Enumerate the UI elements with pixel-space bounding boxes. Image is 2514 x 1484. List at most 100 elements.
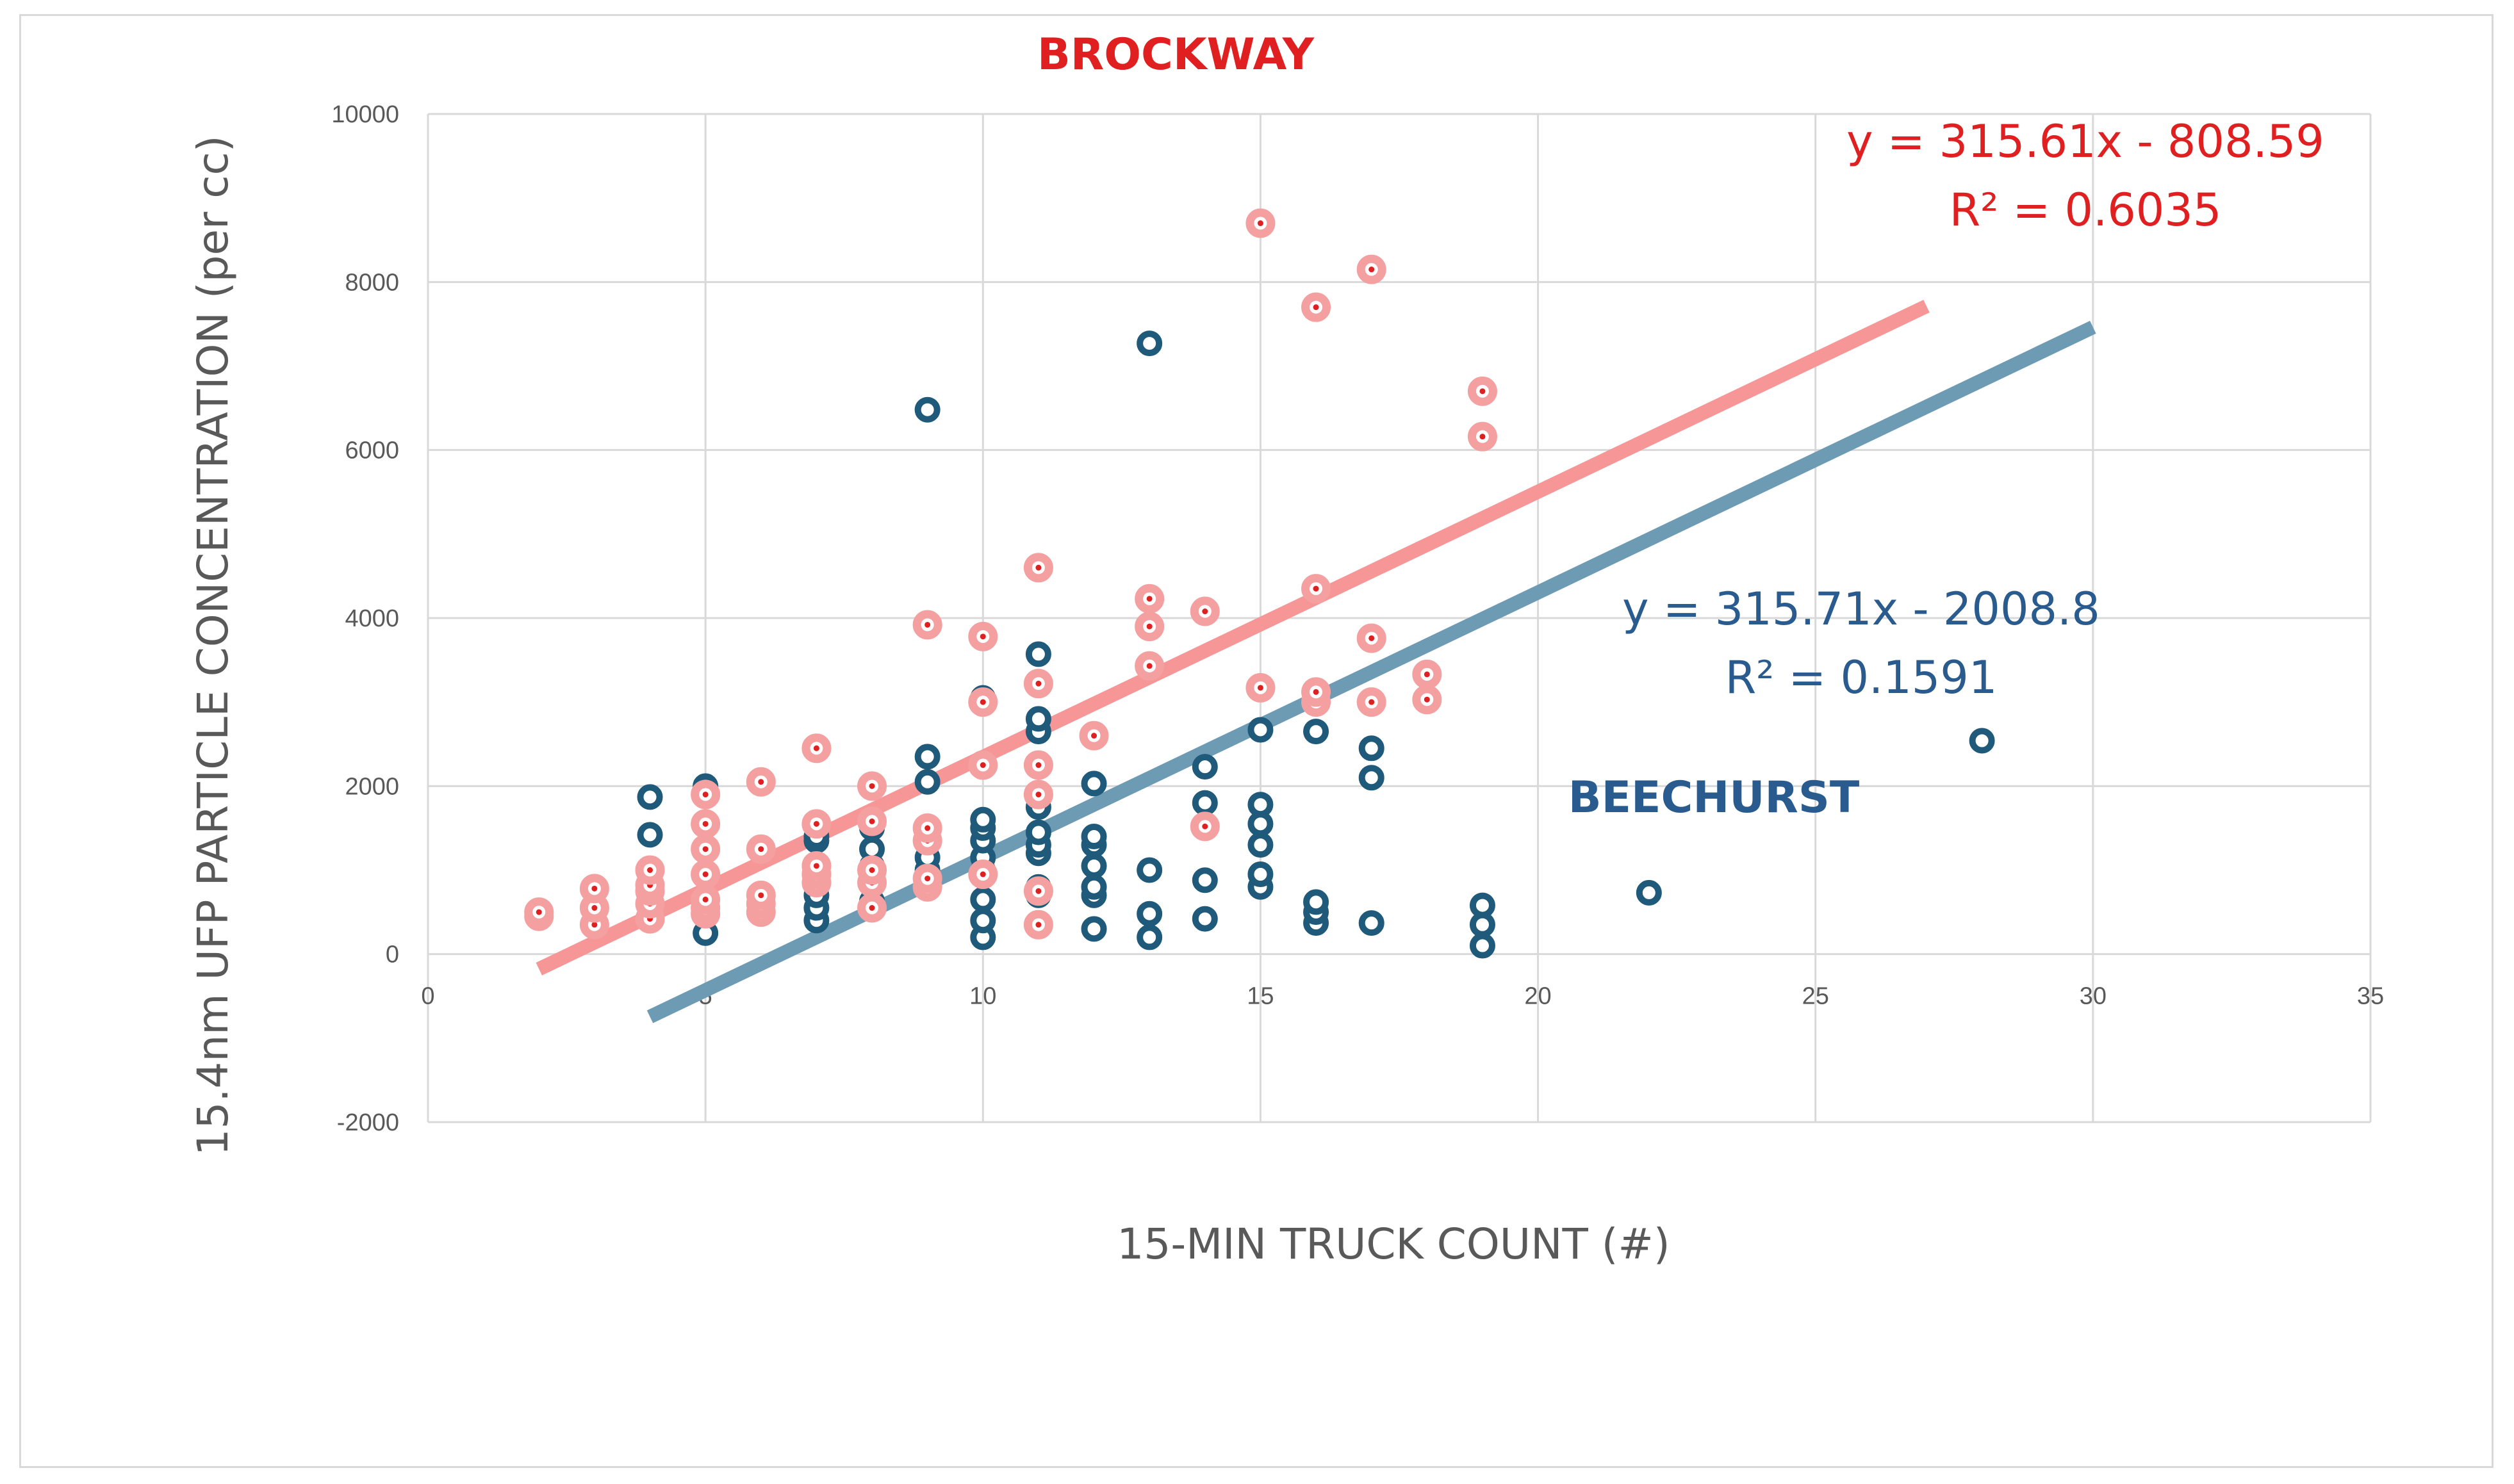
brockway-point-center — [591, 885, 598, 892]
brockway-label: BROCKWAY — [1037, 29, 1315, 80]
brockway-point-center — [813, 820, 819, 827]
beechurst-point — [1137, 857, 1163, 883]
brockway-point-center — [647, 867, 653, 873]
beechurst-point — [1636, 879, 1662, 906]
brockway-point-center — [1257, 220, 1263, 227]
beechurst-point — [637, 784, 663, 810]
beechurst-point — [1025, 641, 1051, 667]
beechurst-point — [1303, 889, 1329, 915]
brockway-point-center — [1424, 696, 1430, 703]
brockway-point-center — [758, 779, 764, 785]
y-tick-label: -2000 — [337, 1109, 399, 1136]
beechurst-point — [1469, 933, 1495, 959]
brockway-point-center — [702, 871, 709, 877]
brockway-point-center — [1035, 762, 1042, 769]
brockway-point-center — [924, 825, 931, 831]
brockway-equation: y = 315.61x - 808.59 — [1846, 115, 2324, 168]
y-axis-title: 15.4nm UFP PARTICLE CONCENTRATION (per c… — [188, 135, 238, 1155]
beechurst-trendline — [646, 320, 2096, 1023]
beechurst-equation: y = 315.71x - 2008.8 — [1622, 583, 2100, 635]
brockway-point-center — [980, 633, 986, 640]
brockway-point-center — [1368, 266, 1375, 273]
brockway-point-center — [1479, 388, 1486, 395]
brockway-point-center — [702, 846, 709, 852]
x-tick-label: 10 — [969, 983, 996, 1010]
brockway-point-center — [1035, 680, 1042, 687]
beechurst-point — [914, 744, 941, 770]
y-tick-label: 8000 — [345, 269, 399, 296]
brockway-point-center — [1313, 689, 1319, 695]
beechurst-point — [1192, 754, 1218, 780]
beechurst-point — [1137, 901, 1163, 927]
data-points — [524, 208, 1995, 959]
brockway-point-center — [980, 762, 986, 769]
beechurst-point — [1025, 706, 1051, 732]
brockway-point-center — [1313, 304, 1319, 311]
brockway-point-center — [1313, 585, 1319, 592]
beechurst-point — [1247, 792, 1274, 818]
beechurst-point — [1137, 330, 1163, 357]
x-tick-label: 35 — [2357, 983, 2384, 1010]
beechurst-point — [637, 822, 663, 848]
beechurst-point — [1247, 717, 1274, 743]
brockway-point-center — [758, 846, 764, 852]
brockway-point-center — [1035, 564, 1042, 571]
beechurst-point — [1081, 874, 1107, 900]
brockway-point-center — [702, 896, 709, 902]
beechurst-point — [1303, 719, 1329, 745]
beechurst-point — [1247, 832, 1274, 858]
beechurst-point — [1969, 728, 1995, 754]
y-tick-label: 10000 — [331, 101, 399, 128]
brockway-point-center — [1146, 623, 1153, 630]
x-tick-label: 20 — [1524, 983, 1551, 1010]
beechurst-point — [1469, 892, 1495, 918]
brockway-point-center — [1424, 671, 1430, 678]
beechurst-point — [1025, 819, 1051, 845]
brockway-r2: R² = 0.6035 — [1950, 184, 2222, 236]
beechurst-r2: R² = 0.1591 — [1725, 651, 1998, 704]
brockway-point-center — [702, 791, 709, 797]
beechurst-point — [1247, 861, 1274, 888]
beechurst-point — [1081, 824, 1107, 850]
beechurst-point — [970, 908, 996, 934]
beechurst-point — [1192, 867, 1218, 893]
tick-labels: -200002000400060008000100000510152025303… — [331, 101, 2384, 1136]
brockway-point-center — [536, 909, 542, 915]
brockway-point-center — [1479, 434, 1486, 440]
brockway-point-center — [980, 699, 986, 705]
x-tick-label: 25 — [1802, 983, 1829, 1010]
beechurst-point — [1081, 852, 1107, 879]
brockway-point-center — [591, 905, 598, 911]
beechurst-point — [1358, 735, 1384, 762]
brockway-point-center — [1202, 608, 1208, 615]
y-tick-label: 4000 — [345, 605, 399, 632]
brockway-point-center — [869, 783, 875, 789]
beechurst-point — [1358, 910, 1384, 936]
brockway-point-center — [869, 905, 875, 911]
beechurst-point — [970, 806, 996, 833]
brockway-point-center — [1146, 596, 1153, 602]
beechurst-label: BEECHURST — [1568, 772, 1860, 823]
beechurst-point — [914, 769, 941, 795]
brockway-point-center — [702, 820, 709, 827]
brockway-point-center — [1202, 823, 1208, 829]
brockway-point-center — [980, 871, 986, 877]
brockway-point-center — [1146, 663, 1153, 669]
x-tick-label: 0 — [421, 983, 434, 1010]
beechurst-point — [1137, 924, 1163, 950]
y-tick-label: 6000 — [345, 437, 399, 464]
brockway-point-center — [758, 892, 764, 899]
brockway-point-center — [1257, 685, 1263, 691]
brockway-point-center — [1368, 699, 1375, 705]
beechurst-point — [1192, 906, 1218, 932]
brockway-point-center — [869, 867, 875, 873]
x-tick-label: 30 — [2080, 983, 2107, 1010]
brockway-point-center — [591, 922, 598, 928]
beechurst-point — [970, 886, 996, 913]
brockway-trendline — [536, 300, 1930, 975]
x-tick-label: 15 — [1247, 983, 1274, 1010]
brockway-point-center — [1035, 888, 1042, 894]
brockway-point-center — [813, 863, 819, 869]
brockway-point-center — [924, 621, 931, 628]
